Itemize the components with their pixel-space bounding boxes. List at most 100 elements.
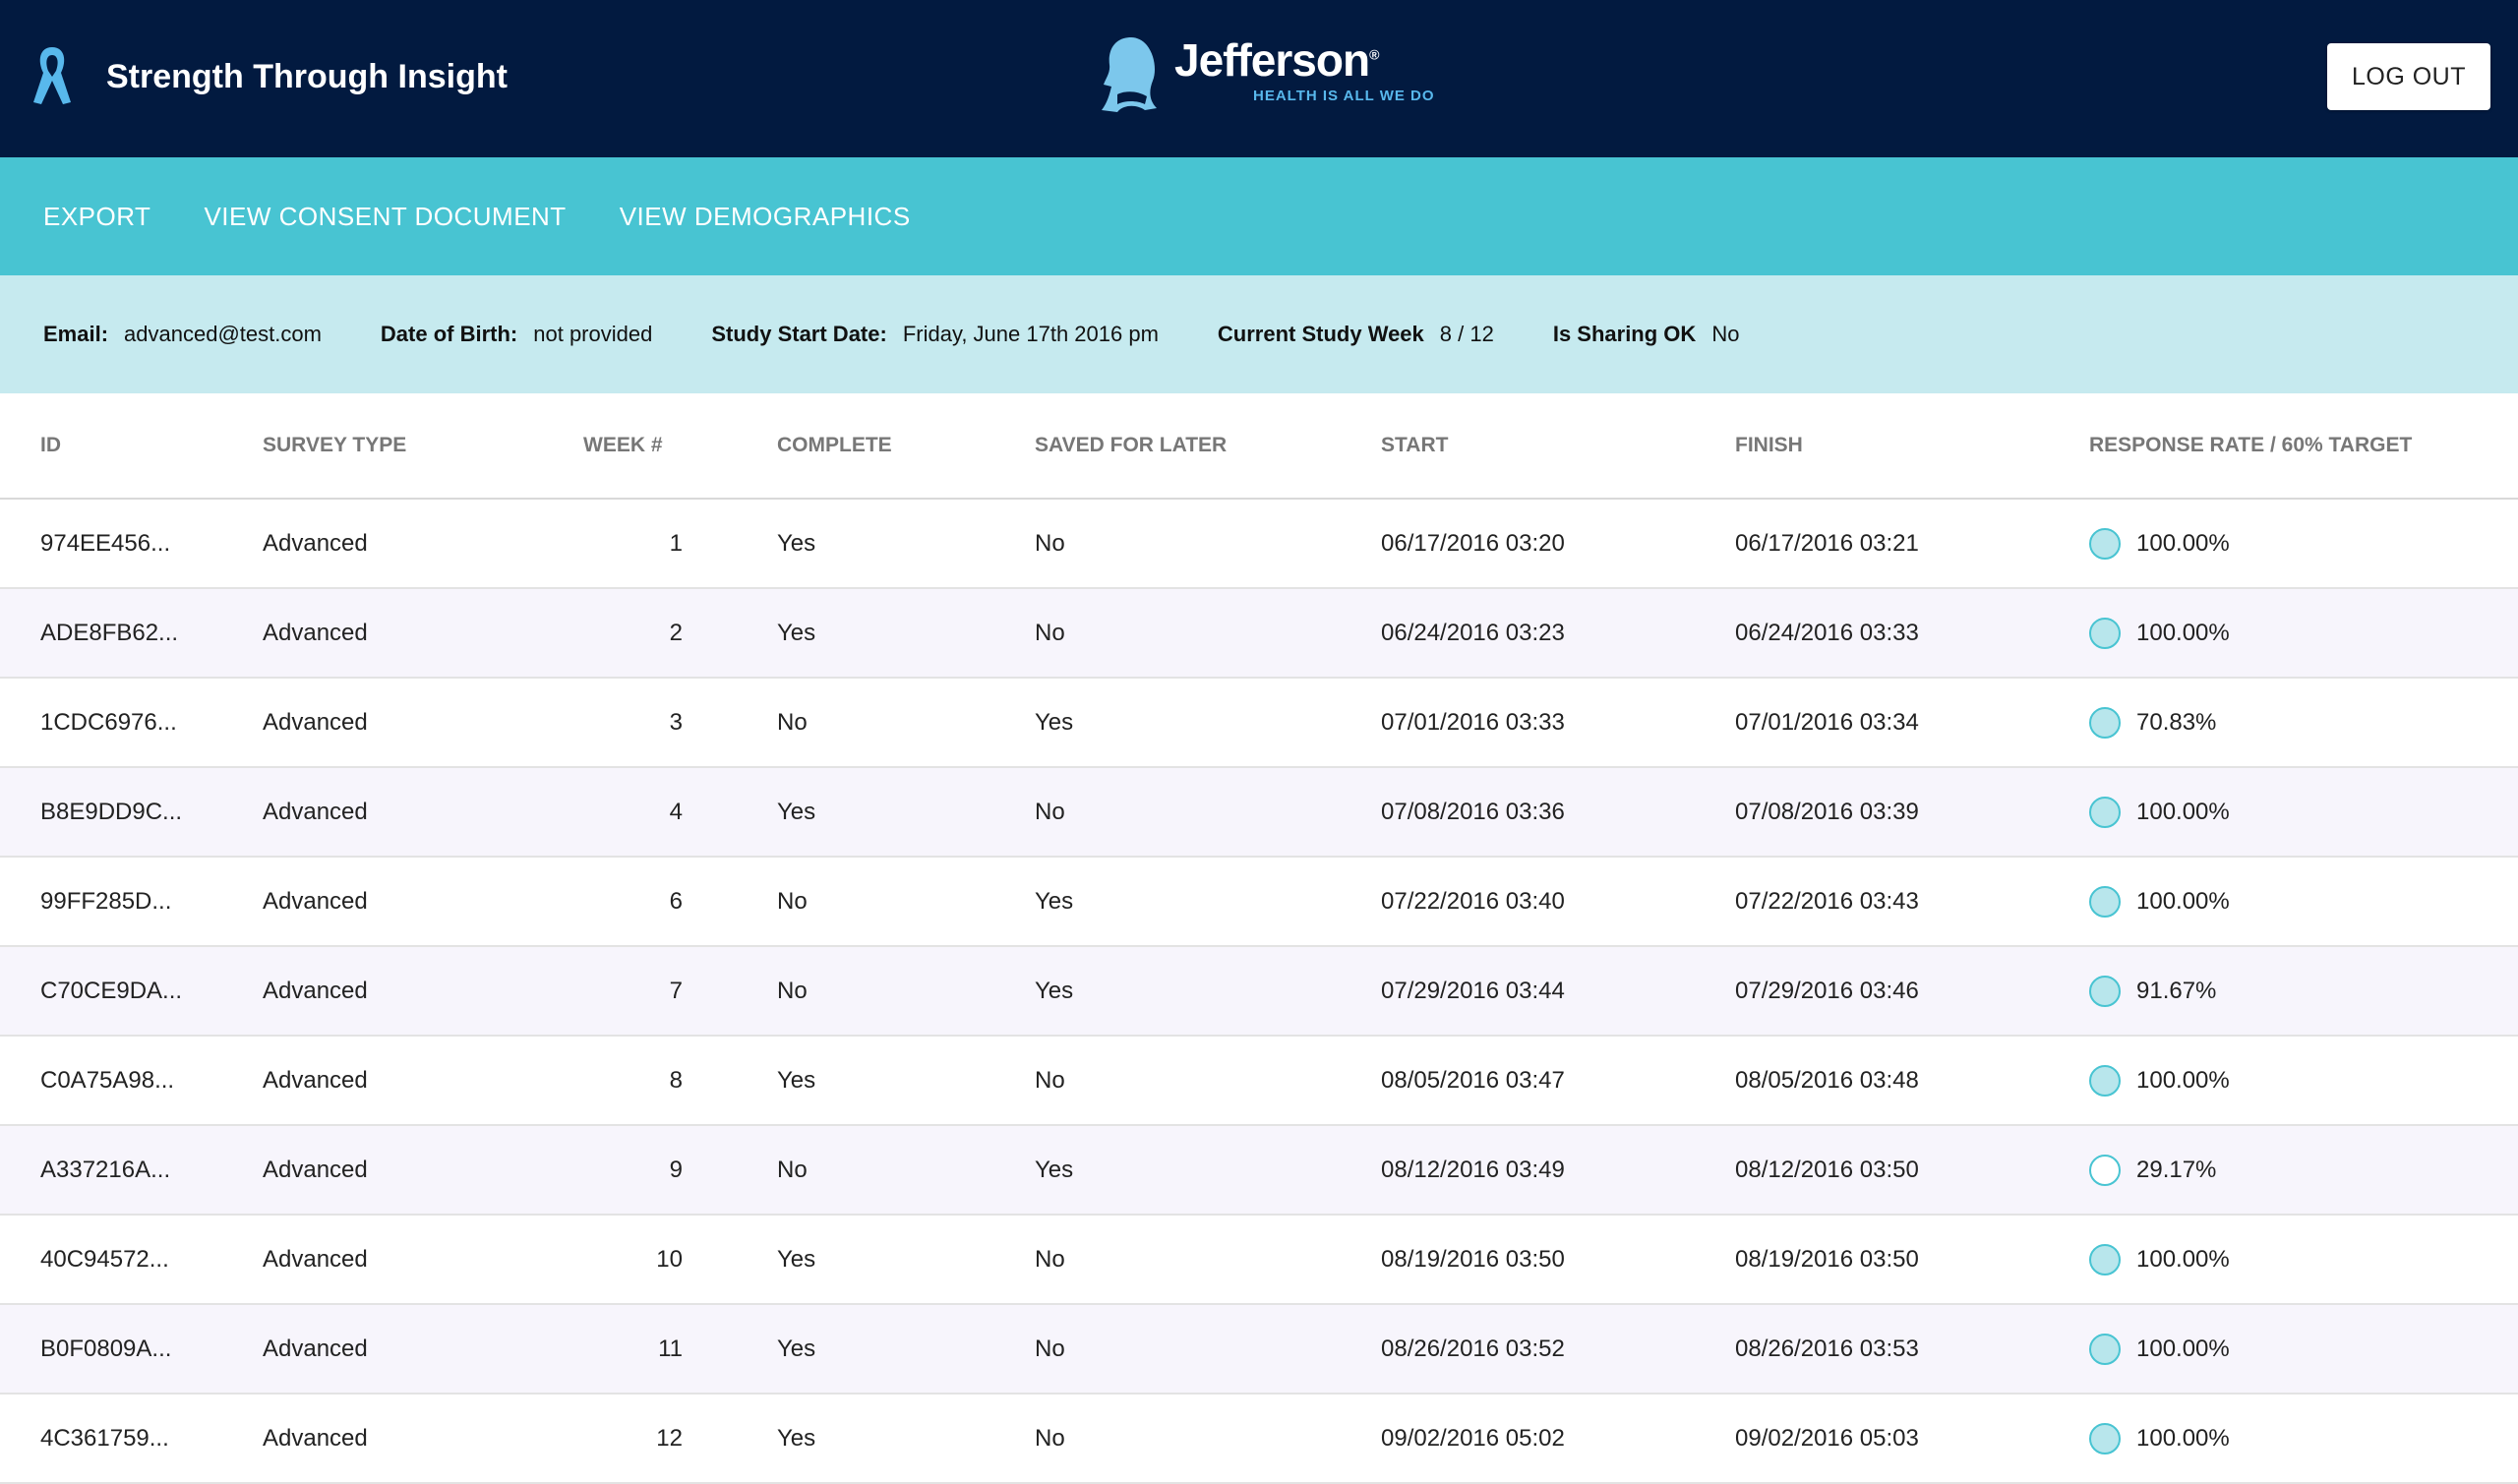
study-start-label: Study Start Date: xyxy=(711,322,887,346)
cell-finish: 06/24/2016 03:33 xyxy=(1735,588,2089,679)
table-row: 4C361759... Advanced 12 Yes No 09/02/2016 05:… xyxy=(0,1394,2518,1484)
cell-finish: 08/12/2016 03:50 xyxy=(1735,1125,2089,1216)
column-header-complete[interactable]: COMPLETE xyxy=(777,393,1035,500)
response-rate-value: 100.00% xyxy=(2136,1066,2230,1094)
response-rate-value: 100.00% xyxy=(2136,1245,2230,1273)
response-rate-value: 100.00% xyxy=(2136,529,2230,557)
action-nav: EXPORT VIEW CONSENT DOCUMENT VIEW DEMOGR… xyxy=(0,157,2518,275)
awareness-ribbon-icon xyxy=(33,47,71,104)
response-rate-circle-icon xyxy=(2089,1333,2121,1365)
column-header-id[interactable]: ID xyxy=(0,393,263,500)
nav-export[interactable]: EXPORT xyxy=(43,201,151,231)
cell-finish: 08/26/2016 03:53 xyxy=(1735,1304,2089,1395)
cell-id[interactable]: C70CE9DA... xyxy=(0,946,263,1037)
column-header-saved-for-later[interactable]: SAVED FOR LATER xyxy=(1035,393,1381,500)
cell-complete: No xyxy=(777,678,1035,768)
response-rate-circle-icon xyxy=(2089,706,2121,739)
column-header-week[interactable]: WEEK # xyxy=(583,393,777,500)
info-sharing-ok: Is Sharing OK No xyxy=(1553,322,1740,347)
cell-week: 10 xyxy=(583,1215,777,1305)
table-row: 40C94572... Advanced 10 Yes No 08/19/2016 03:… xyxy=(0,1215,2518,1305)
cell-finish: 07/22/2016 03:43 xyxy=(1735,857,2089,947)
study-start-value: Friday, June 17th 2016 pm xyxy=(902,322,1159,346)
cell-finish: 07/08/2016 03:39 xyxy=(1735,767,2089,858)
response-rate-value: 100.00% xyxy=(2136,619,2230,646)
nav-view-consent-document[interactable]: VIEW CONSENT DOCUMENT xyxy=(204,201,567,231)
table-row: B0F0809A... Advanced 11 Yes No 08/26/2016 03:… xyxy=(0,1304,2518,1395)
cell-id[interactable]: 974EE456... xyxy=(0,499,263,589)
sharing-label: Is Sharing OK xyxy=(1552,322,1697,346)
cell-saved-for-later: No xyxy=(1035,1036,1381,1126)
cell-start: 07/29/2016 03:44 xyxy=(1381,946,1735,1037)
cell-week: 7 xyxy=(583,946,777,1037)
cell-saved-for-later: Yes xyxy=(1035,678,1381,768)
cell-complete: Yes xyxy=(777,588,1035,679)
nav-view-demographics[interactable]: VIEW DEMOGRAPHICS xyxy=(619,201,911,231)
cell-saved-for-later: No xyxy=(1035,499,1381,589)
cell-complete: Yes xyxy=(777,1036,1035,1126)
cell-id[interactable]: A337216A... xyxy=(0,1125,263,1216)
response-rate-value: 70.83% xyxy=(2136,708,2217,736)
table-row: A337216A... Advanced 9 No Yes 08/12/2016 03:4… xyxy=(0,1125,2518,1216)
cell-saved-for-later: Yes xyxy=(1035,946,1381,1037)
cell-week: 4 xyxy=(583,767,777,858)
response-rate-circle-icon xyxy=(2089,1064,2121,1097)
column-header-start[interactable]: START xyxy=(1381,393,1735,500)
cell-survey-type: Advanced xyxy=(263,588,583,679)
cell-survey-type: Advanced xyxy=(263,857,583,947)
cell-survey-type: Advanced xyxy=(263,678,583,768)
column-header-response-rate[interactable]: RESPONSE RATE / 60% TARGET xyxy=(2089,393,2518,500)
cell-id[interactable]: 1CDC6976... xyxy=(0,678,263,768)
cell-id[interactable]: 4C361759... xyxy=(0,1394,263,1484)
jefferson-logo: Jefferson® HEALTH IS ALL WE DO xyxy=(1098,35,1435,114)
cell-id[interactable]: ADE8FB62... xyxy=(0,588,263,679)
cell-start: 08/12/2016 03:49 xyxy=(1381,1125,1735,1216)
response-rate-circle-icon xyxy=(2089,1422,2121,1454)
cell-survey-type: Advanced xyxy=(263,1036,583,1126)
cell-saved-for-later: Yes xyxy=(1035,857,1381,947)
cell-saved-for-later: No xyxy=(1035,1215,1381,1305)
column-header-finish[interactable]: FINISH xyxy=(1735,393,2089,500)
cell-id[interactable]: B8E9DD9C... xyxy=(0,767,263,858)
logout-button[interactable]: LOG OUT xyxy=(2327,43,2490,110)
cell-start: 08/19/2016 03:50 xyxy=(1381,1215,1735,1305)
cell-week: 9 xyxy=(583,1125,777,1216)
table-row: ADE8FB62... Advanced 2 Yes No 06/24/2016 03:2… xyxy=(0,588,2518,679)
cell-week: 6 xyxy=(583,857,777,947)
response-rate-value: 91.67% xyxy=(2136,977,2217,1004)
cell-start: 07/22/2016 03:40 xyxy=(1381,857,1735,947)
sharing-value: No xyxy=(1711,322,1740,346)
cell-response-rate: 100.00% xyxy=(2089,857,2518,947)
cell-response-rate: 70.83% xyxy=(2089,678,2518,768)
table-row: C70CE9DA... Advanced 7 No Yes 07/29/2016 03:4… xyxy=(0,946,2518,1037)
cell-response-rate: 100.00% xyxy=(2089,588,2518,679)
cell-week: 1 xyxy=(583,499,777,589)
logo-tagline: HEALTH IS ALL WE DO xyxy=(1253,87,1435,104)
cell-survey-type: Advanced xyxy=(263,767,583,858)
info-date-of-birth: Date of Birth: not provided xyxy=(381,322,652,347)
cell-response-rate: 100.00% xyxy=(2089,499,2518,589)
table-row: 1CDC6976... Advanced 3 No Yes 07/01/2016 03:3… xyxy=(0,678,2518,768)
cell-survey-type: Advanced xyxy=(263,946,583,1037)
cell-start: 09/02/2016 05:02 xyxy=(1381,1394,1735,1484)
cell-id[interactable]: 99FF285D... xyxy=(0,857,263,947)
cell-response-rate: 100.00% xyxy=(2089,1036,2518,1126)
top-header: Strength Through Insight Jefferson® HEAL… xyxy=(0,0,2518,157)
cell-start: 06/17/2016 03:20 xyxy=(1381,499,1735,589)
cell-id[interactable]: C0A75A98... xyxy=(0,1036,263,1126)
jefferson-profile-icon xyxy=(1102,37,1157,112)
cell-week: 3 xyxy=(583,678,777,768)
response-rate-circle-icon xyxy=(2089,975,2121,1007)
column-header-survey-type[interactable]: SURVEY TYPE xyxy=(263,393,583,500)
response-rate-circle-icon xyxy=(2089,617,2121,649)
cell-id[interactable]: B0F0809A... xyxy=(0,1304,263,1395)
cell-week: 11 xyxy=(583,1304,777,1395)
response-rate-circle-icon xyxy=(2089,527,2121,560)
response-rate-value: 100.00% xyxy=(2136,798,2230,825)
cell-saved-for-later: No xyxy=(1035,1394,1381,1484)
cell-start: 08/05/2016 03:47 xyxy=(1381,1036,1735,1126)
dob-value: not provided xyxy=(533,322,653,346)
cell-response-rate: 100.00% xyxy=(2089,1394,2518,1484)
cell-id[interactable]: 40C94572... xyxy=(0,1215,263,1305)
cell-response-rate: 100.00% xyxy=(2089,1304,2518,1395)
